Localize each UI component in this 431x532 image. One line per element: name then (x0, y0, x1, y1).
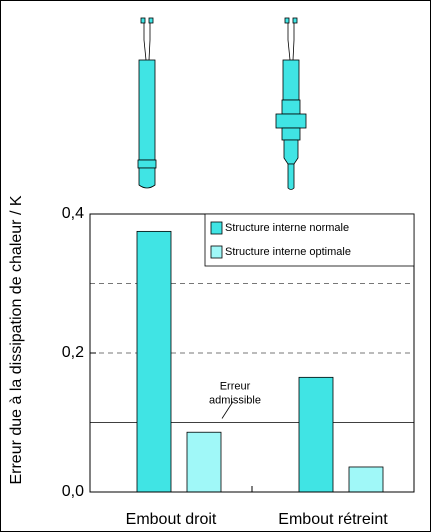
legend-swatch (211, 246, 222, 258)
x-tick-label: Embout rétreint (278, 511, 388, 528)
y-tick-label: 0,2 (62, 344, 84, 361)
limit-label: Erreur (220, 380, 251, 392)
limit-label: admissible (209, 394, 261, 406)
bar (349, 467, 383, 492)
y-tick-label: 0,0 (62, 483, 84, 500)
bar (137, 231, 171, 492)
page: Erreur due à la dissipation de chaleur /… (0, 0, 431, 532)
x-tick-label: Embout droit (126, 511, 217, 528)
bar (187, 432, 221, 492)
chart: Erreur due à la dissipation de chaleur /… (0, 0, 431, 532)
legend-label: Structure interne optimale (225, 246, 351, 258)
bar (299, 377, 333, 492)
y-tick-label: 0,4 (62, 205, 84, 222)
legend-swatch (211, 222, 222, 234)
legend-label: Structure interne normale (225, 222, 349, 234)
y-axis-label: Erreur due à la dissipation de chaleur /… (8, 195, 25, 484)
